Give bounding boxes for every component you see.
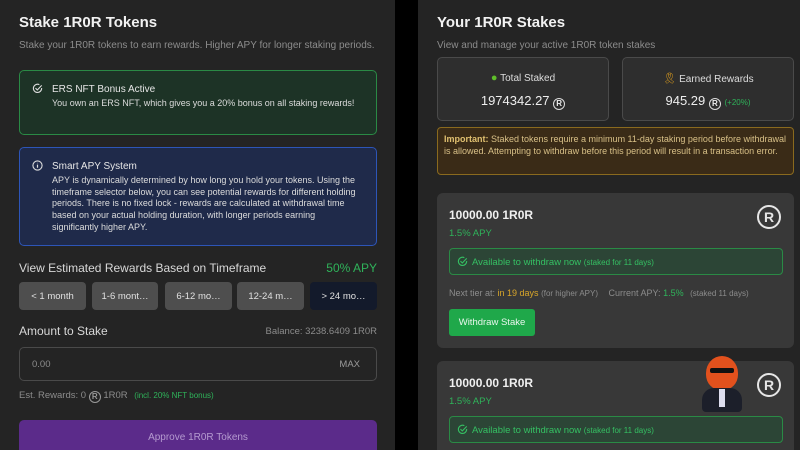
stakes-subtitle: View and manage your active 1R0R token s… [437,40,656,51]
coin-icon: R [708,98,721,110]
timeframe-12-24-months[interactable]: 12-24 m… [237,282,304,310]
tier-info: Next tier at: in 19 days (for higher APY… [449,288,749,298]
stake-amount: 10000.00 1R0R [449,376,534,390]
stake-panel: Stake 1R0R Tokens Stake your 1R0R tokens… [0,0,395,450]
check-circle-icon [457,424,468,435]
stake-item: 10000.00 1R0R 1.5% APY R Available to wi… [437,193,794,348]
total-staked-label: Total Staked [500,73,556,84]
smart-apy-info: Smart APY System APY is dynamically dete… [19,147,377,246]
amount-label: Amount to Stake [19,324,108,338]
nft-bonus-alert: ERS NFT Bonus Active You own an ERS NFT,… [19,70,377,135]
current-apy-label: Current APY: [608,288,661,298]
amount-input[interactable]: 0.00 MAX [19,347,377,381]
lion-mascot-icon [700,356,744,412]
earned-rewards-value: 945.29 [665,93,706,108]
next-tier-label: Next tier at: [449,288,496,298]
amount-placeholder: 0.00 [32,359,51,370]
withdraw-status-text: Available to withdraw now [472,257,582,268]
balance: Balance: 3238.6409 1R0R [265,326,377,337]
max-button[interactable]: MAX [339,359,360,370]
total-staked-label-row: ● Total Staked [438,72,608,84]
check-circle-icon [457,256,468,267]
earned-bonus: (+20%) [724,98,751,107]
smart-apy-title: Smart APY System [52,161,137,172]
stakes-title: Your 1R0R Stakes [437,14,566,31]
important-text: Staked tokens require a minimum 11-day s… [444,134,786,156]
piggy-bank-icon: ● [490,72,498,84]
important-label: Important: [444,134,489,144]
nft-bonus-title: ERS NFT Bonus Active [52,84,156,95]
timeframe-1-6-months[interactable]: 1-6 mont… [92,282,158,310]
page-title: Stake 1R0R Tokens [19,14,158,31]
withdraw-stake-button[interactable]: Withdraw Stake [449,309,535,336]
timeframe-lt-1-month[interactable]: < 1 month [19,282,86,310]
stake-item: 10000.00 1R0R 1.5% APY R Available to wi… [437,356,794,450]
timeframe-gt-24-months[interactable]: > 24 mo… [310,282,377,310]
current-apy-note: (staked 11 days) [690,289,749,298]
withdraw-status-note: (staked for 11 days) [583,258,654,267]
timeframe-apy: 50% APY [326,261,377,275]
timeframe-label: View Estimated Rewards Based on Timefram… [19,261,267,275]
smart-apy-text: APY is dynamically determined by how lon… [52,175,356,232]
timeframe-6-12-months[interactable]: 6-12 mo… [165,282,232,310]
earned-rewards-label-row: 🎗 Earned Rewards [623,72,793,85]
est-rewards-value: Est. Rewards: 0 [19,390,87,401]
important-notice: Important: Staked tokens require a minim… [437,127,794,175]
withdraw-status-text: Available to withdraw now [472,425,582,436]
earned-rewards-label: Earned Rewards [679,74,754,85]
award-icon: 🎗 [662,73,677,85]
total-staked-card: ● Total Staked 1974342.27 R [437,57,609,121]
info-icon [32,160,43,171]
withdraw-status: Available to withdraw now (staked for 11… [449,248,783,275]
stake-amount: 10000.00 1R0R [449,208,534,222]
coin-icon: R [88,391,101,403]
est-rewards: Est. Rewards: 0 R 1R0R (incl. 20% NFT bo… [19,390,214,403]
token-logo-icon: R [757,205,781,229]
stake-apy: 1.5% APY [449,228,492,239]
est-rewards-bonus: (incl. 20% NFT bonus) [134,391,214,400]
est-rewards-unit: 1R0R [103,390,128,401]
next-tier-note: (for higher APY) [541,289,598,298]
subtitle: Stake your 1R0R tokens to earn rewards. … [19,40,375,51]
token-logo-icon: R [757,373,781,397]
withdraw-status-note: (staked for 11 days) [583,426,654,435]
stake-apy: 1.5% APY [449,396,492,407]
withdraw-status: Available to withdraw now (staked for 11… [449,416,783,443]
check-circle-icon [32,83,43,94]
total-staked-value: 1974342.27 [480,93,550,108]
next-tier-value: in 19 days [497,288,539,298]
approve-button[interactable]: Approve 1R0R Tokens [19,420,377,450]
stakes-panel: Your 1R0R Stakes View and manage your ac… [418,0,800,450]
total-staked-row: 1974342.27 R [438,93,608,110]
earned-rewards-card: 🎗 Earned Rewards 945.29 R (+20%) [622,57,794,121]
coin-icon: R [553,98,566,110]
current-apy-value: 1.5% [663,288,684,298]
nft-bonus-text: You own an ERS NFT, which gives you a 20… [52,98,355,108]
earned-rewards-row: 945.29 R (+20%) [623,93,793,110]
